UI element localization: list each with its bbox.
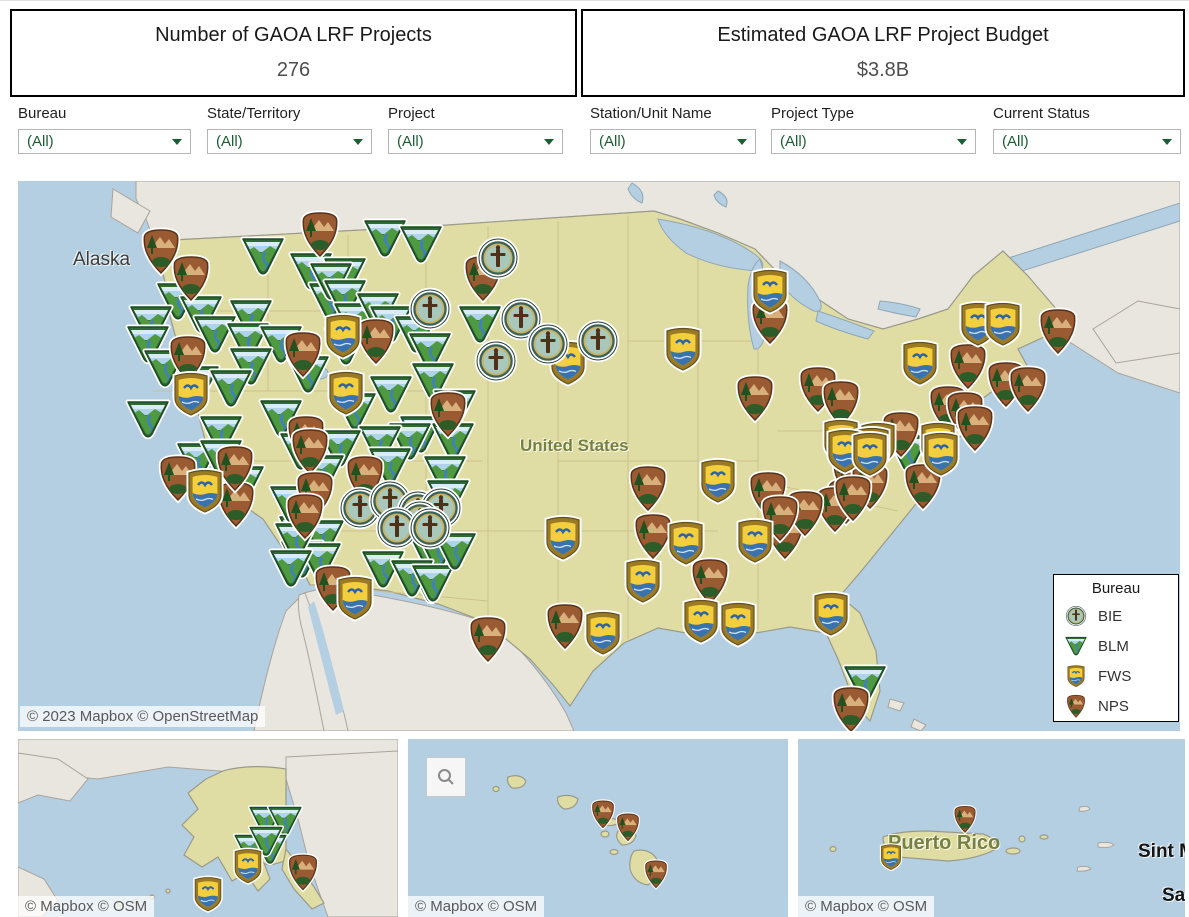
inset-map-hawaii[interactable]: © Mapbox © OSM [408,739,788,917]
chevron-down-icon [957,138,967,145]
chevron-down-icon [1162,138,1172,145]
map-label-puerto-rico: Puerto Rico [888,832,1001,854]
filter-current-status-dropdown[interactable]: (All) [993,129,1181,154]
filter-project-type-value: (All) [780,133,807,150]
kpi-projects-title: Number of GAOA LRF Projects [155,23,432,46]
legend-label-fws: FWS [1098,667,1132,685]
kpi-budget-title: Estimated GAOA LRF Project Budget [717,23,1049,46]
map-attribution: © 2023 Mapbox © OpenStreetMap [20,706,266,727]
filter-project-type: Project Type (All) [771,105,976,154]
legend-item-blm[interactable]: BLM [1054,631,1178,661]
chevron-down-icon [172,138,182,145]
map-label-alaska: Alaska [73,249,131,270]
chevron-down-icon [737,138,747,145]
filter-state-value: (All) [216,133,243,150]
nps-arrowhead-icon [1066,693,1086,719]
filter-project-type-label: Project Type [771,105,855,122]
map-search-button[interactable] [426,757,466,797]
filter-project-type-dropdown[interactable]: (All) [771,129,976,154]
filter-project-label: Project [388,105,435,122]
chevron-down-icon [544,138,554,145]
filter-current-status-label: Current Status [993,105,1090,122]
kpi-projects-count: Number of GAOA LRF Projects 276 [10,9,577,97]
legend-label-blm: BLM [1098,637,1129,655]
legend-label-bie: BIE [1098,607,1123,625]
legend-label-nps: NPS [1098,697,1129,715]
filter-project: Project (All) [388,105,563,154]
map-label-sint-maarten: Sint M [1138,841,1185,862]
blm-triangle-icon [1063,633,1089,659]
map-attribution: © Mapbox © OSM [798,896,935,917]
legend-item-fws[interactable]: FWS [1054,661,1178,691]
filter-station: Station/Unit Name (All) [590,105,756,154]
filter-project-dropdown[interactable]: (All) [388,129,563,154]
filter-state-dropdown[interactable]: (All) [207,129,372,154]
legend-item-bie[interactable]: BIE [1054,601,1178,631]
filter-state-label: State/Territory [207,105,301,122]
bie-seal-icon [1065,605,1087,627]
filter-bureau-dropdown[interactable]: (All) [18,129,191,154]
map-attribution: © Mapbox © OSM [18,896,155,917]
filter-project-value: (All) [397,133,424,150]
main-map[interactable]: Alaska United States © 2023 Mapbox © Ope… [18,181,1180,731]
puerto-rico-labels: Puerto Rico Sint M Sa [798,739,1185,917]
kpi-projects-value: 276 [276,59,311,82]
kpi-budget: Estimated GAOA LRF Project Budget $3.8B [581,9,1185,97]
map-label-sa: Sa [1162,885,1185,906]
fws-shield-icon [1066,664,1086,689]
map-label-united-states: United States [520,436,629,455]
legend-item-nps[interactable]: NPS [1054,691,1178,721]
map-legend: Bureau BIE BLM FWS NPS [1053,574,1179,722]
filter-station-label: Station/Unit Name [590,105,712,122]
filter-bureau-value: (All) [27,133,54,150]
main-map-labels: Alaska United States [18,181,1180,731]
legend-title: Bureau [1091,580,1141,597]
inset-map-puerto-rico[interactable]: Puerto Rico Sint M Sa © Mapbox © OSM [798,739,1185,917]
kpi-budget-value: $3.8B [856,59,910,82]
filter-state: State/Territory (All) [207,105,372,154]
filter-bureau-label: Bureau [18,105,67,122]
alaska-base [18,739,398,917]
chevron-down-icon [353,138,363,145]
filter-bureau: Bureau (All) [18,105,191,154]
map-attribution: © Mapbox © OSM [408,896,545,917]
filter-station-dropdown[interactable]: (All) [590,129,756,154]
filter-station-value: (All) [599,133,626,150]
filter-current-status-value: (All) [1002,133,1029,150]
inset-map-alaska[interactable]: © Mapbox © OSM [18,739,398,917]
puerto-rico-base [798,739,1185,917]
filter-current-status: Current Status (All) [993,105,1181,154]
search-icon [438,769,454,785]
